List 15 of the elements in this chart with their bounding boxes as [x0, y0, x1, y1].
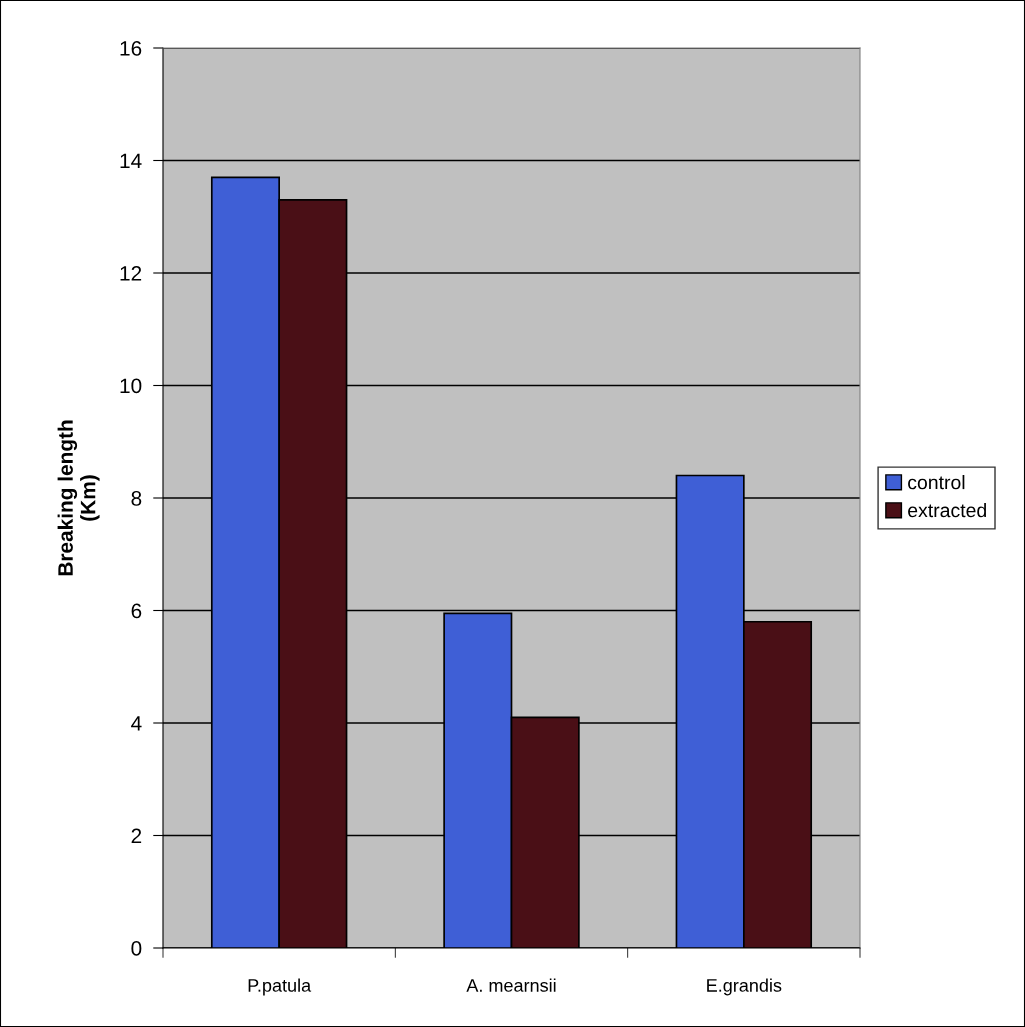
y-tick-label: 10 [120, 378, 142, 394]
y-tick-label: 14 [120, 153, 142, 169]
y-tick-label: 8 [131, 491, 142, 506]
y-tick-label: 0 [131, 941, 142, 956]
y-tick-label: 12 [120, 266, 142, 281]
y-tick-label: 4 [131, 716, 142, 731]
legend-label: extracted [908, 502, 986, 518]
x-tick-label: A. mearnsii [466, 978, 556, 992]
x-tick-label: P.patula [248, 978, 312, 996]
y-tick-label: 2 [131, 828, 142, 844]
x-tick-label: E.grandis [707, 978, 782, 996]
y-axis-title: Breaking length (Km) [57, 420, 100, 576]
y-tick-label: 16 [120, 41, 142, 56]
legend-label: control [908, 475, 965, 490]
y-tick-label: 6 [131, 603, 142, 619]
